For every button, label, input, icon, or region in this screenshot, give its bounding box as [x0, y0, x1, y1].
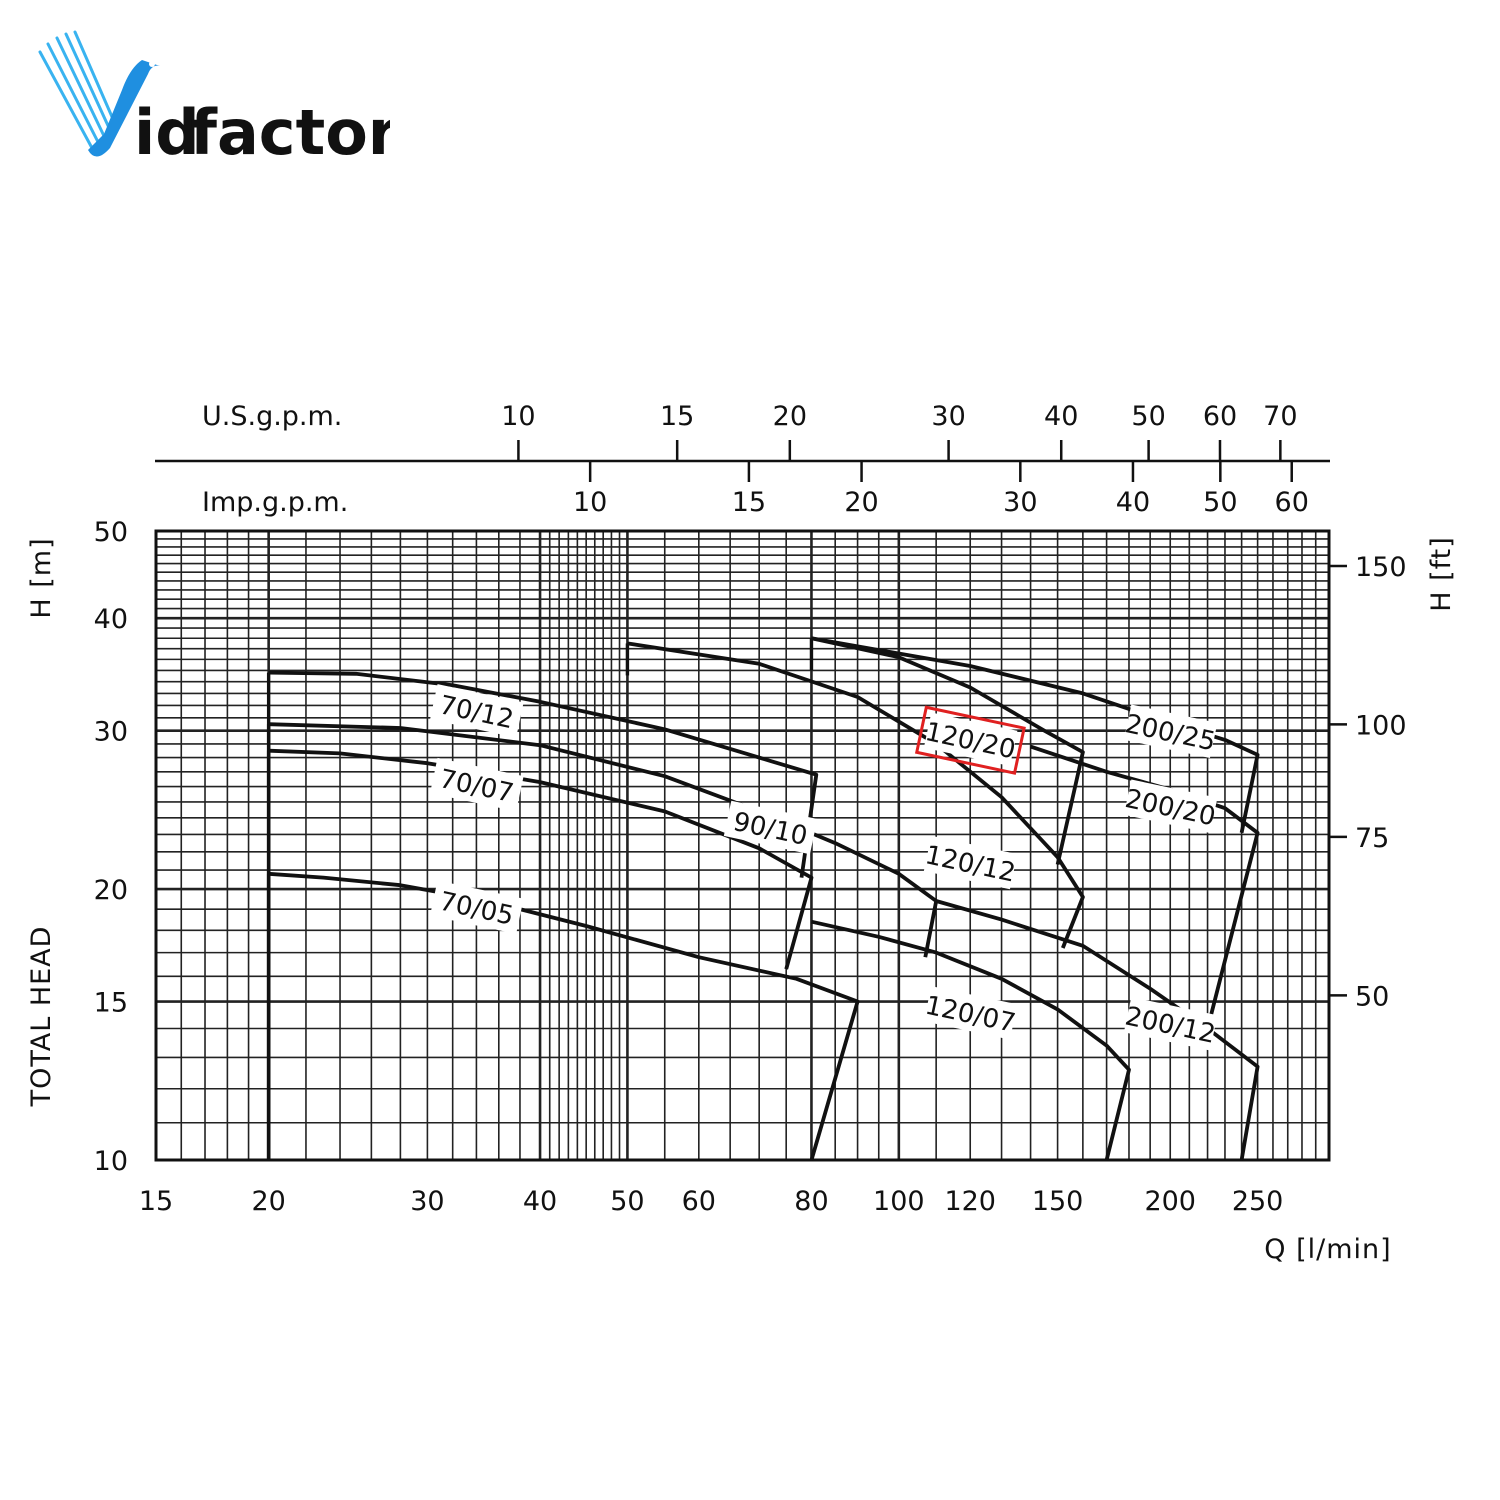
- curve-label-bg: [923, 835, 1018, 890]
- curve-label-bg: [1123, 704, 1218, 759]
- curve-70-05: [268, 871, 860, 1161]
- chart-grid: [155, 529, 1330, 1162]
- y-tick-label: 20: [94, 875, 128, 906]
- impgpm-tick-label: 15: [732, 487, 766, 518]
- curve-120-07: [811, 919, 1131, 1161]
- ft-tick-label: 75: [1355, 823, 1389, 854]
- impgpm-label: Imp.g.p.m.: [202, 487, 348, 518]
- usgpm-tick-label: 40: [1044, 401, 1078, 432]
- y-tick-label: 15: [94, 988, 128, 1019]
- y-tick-label: 50: [94, 517, 128, 548]
- usgpm-tick-label: 70: [1263, 401, 1297, 432]
- curve-200-12: [935, 899, 1260, 1161]
- impgpm-tick-label: 20: [844, 487, 878, 518]
- vidfactor-logo: id factor: [38, 30, 390, 169]
- impgpm-tick-label: 40: [1116, 487, 1150, 518]
- chart-frame: [154, 529, 1331, 1162]
- y-tick-label: 40: [94, 604, 128, 635]
- x-tick-label: 200: [1144, 1186, 1196, 1217]
- x-tick-label: 15: [139, 1186, 173, 1217]
- usgpm-label: U.S.g.p.m.: [202, 401, 342, 432]
- logo-text-factor: factor: [190, 96, 390, 169]
- ft-tick-label: 100: [1355, 710, 1407, 741]
- curve-label-bg: [430, 880, 524, 934]
- x-tick-label: 40: [523, 1186, 557, 1217]
- impgpm-tick-label: 50: [1203, 487, 1237, 518]
- impgpm-tick-label: 10: [573, 487, 607, 518]
- x-tick-label: 120: [944, 1186, 996, 1217]
- curve-label-90-10: 90/10: [723, 800, 818, 855]
- curve-label-bg: [430, 757, 524, 812]
- curve-label-bg: [723, 800, 818, 855]
- y-axis-right-title: H [ft]: [1426, 536, 1457, 612]
- curve-label-70-07: 70/07: [430, 757, 524, 812]
- x-tick-label: 20: [251, 1186, 285, 1217]
- x-tick-label: 30: [410, 1186, 444, 1217]
- y-tick-label: 10: [94, 1146, 128, 1177]
- curve-label-120-20: 120/20: [914, 705, 1026, 775]
- curve-label-bg: [1123, 779, 1218, 833]
- x-tick-label: 150: [1032, 1186, 1084, 1217]
- curve-label-200-20: 200/20: [1122, 779, 1218, 833]
- curve-label-bg: [923, 986, 1018, 1040]
- axis-ticks: 15 20 30 40 50 60 80 100 120 150 200 250 10 15 20 30 40 5…: [94, 401, 1407, 1217]
- x-tick-label: 100: [873, 1186, 925, 1217]
- curve-labels: 70/0570/0770/1290/10120/07120/12120/2020…: [430, 684, 1218, 1051]
- y-axis-title-bottom: TOTAL HEAD: [26, 926, 57, 1108]
- curve-120-20: [811, 636, 1085, 865]
- logo-v-shape: [88, 60, 160, 157]
- plot-border: [154, 529, 1331, 1162]
- usgpm-tick-label: 10: [501, 401, 535, 432]
- usgpm-tick-label: 30: [931, 401, 965, 432]
- y-tick-label: 30: [94, 717, 128, 748]
- x-tick-label: 80: [794, 1186, 828, 1217]
- curve-label-70-05: 70/05: [430, 880, 524, 934]
- pump-curves: [266, 636, 1260, 1161]
- usgpm-tick-label: 50: [1131, 401, 1165, 432]
- logo-wing-icon: [38, 30, 118, 150]
- usgpm-tick-label: 20: [773, 401, 807, 432]
- curve-label-bg: [1123, 997, 1218, 1051]
- logo-bird-eye: [149, 61, 155, 67]
- curve-120-12: [627, 641, 1085, 949]
- curve-label-bg: [923, 712, 1018, 767]
- impgpm-tick-label: 30: [1003, 487, 1037, 518]
- ft-tick-label: 50: [1355, 981, 1389, 1012]
- x-tick-label: 60: [682, 1186, 716, 1217]
- x-axis-title: Q [l/min]: [1264, 1234, 1391, 1265]
- curve-70-12: [268, 670, 819, 878]
- curve-label-bg: [430, 684, 524, 738]
- x-tick-label: 250: [1232, 1186, 1284, 1217]
- y-axis-title-top: H [m]: [26, 537, 57, 618]
- x-tick-label: 50: [610, 1186, 644, 1217]
- impgpm-tick-label: 60: [1275, 487, 1309, 518]
- curve-label-highlight-box: [914, 705, 1026, 775]
- usgpm-tick-label: 60: [1203, 401, 1237, 432]
- usgpm-tick-label: 15: [660, 401, 694, 432]
- logo-text-id: id: [134, 96, 200, 169]
- ft-tick-label: 150: [1355, 552, 1407, 583]
